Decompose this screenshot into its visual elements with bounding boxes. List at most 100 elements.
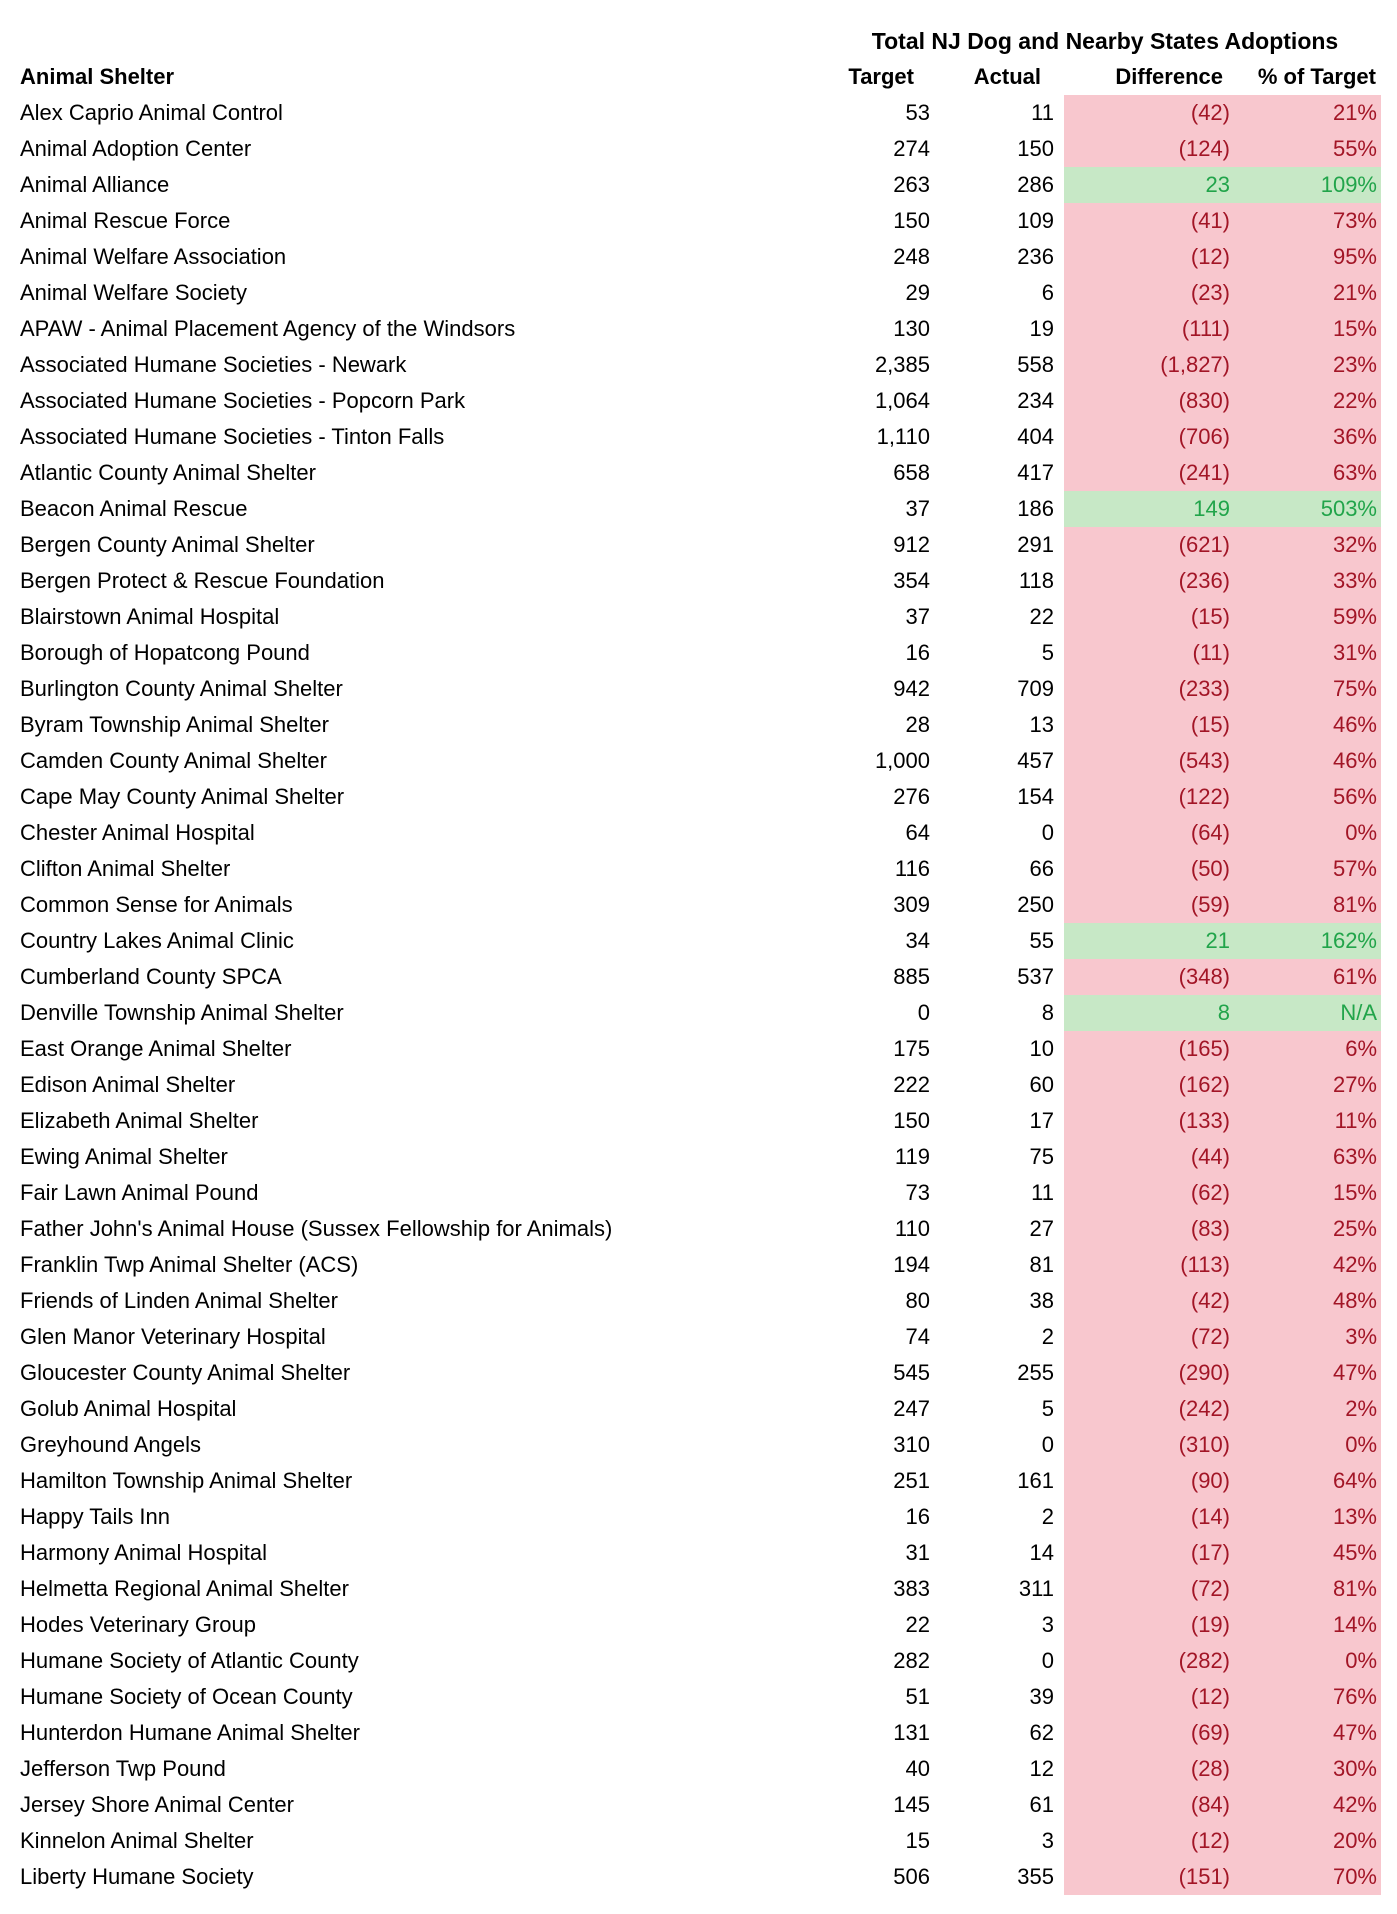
difference-cell: (28) xyxy=(1064,1751,1238,1787)
pct-of-target-cell: 46% xyxy=(1238,743,1381,779)
target-cell: 37 xyxy=(905,604,930,629)
target-cell: 51 xyxy=(905,1684,930,1709)
table-row: Blairstown Animal Hospital 37 22 (15) 59% xyxy=(0,599,1381,635)
target-cell: 80 xyxy=(905,1288,930,1313)
shelter-name-cell: Friends of Linden Animal Shelter xyxy=(20,1288,338,1313)
pct-of-target-cell: 22% xyxy=(1238,383,1381,419)
pct-of-target-cell: N/A xyxy=(1238,995,1381,1031)
target-cell: 885 xyxy=(893,964,930,989)
pct-of-target-cell: 76% xyxy=(1238,1679,1381,1715)
shelter-name-cell: Beacon Animal Rescue xyxy=(20,496,248,521)
shelter-name-cell: Animal Welfare Society xyxy=(20,280,248,305)
shelter-name-cell: Chester Animal Hospital xyxy=(20,820,255,845)
pct-of-target-cell: 162% xyxy=(1238,923,1381,959)
actual-cell: 537 xyxy=(1017,964,1054,989)
column-gap xyxy=(1054,851,1064,887)
column-gap xyxy=(1054,95,1064,131)
pct-of-target-cell: 0% xyxy=(1238,1643,1381,1679)
shelter-name-cell: Associated Humane Societies - Newark xyxy=(20,352,407,377)
table-row: APAW - Animal Placement Agency of the Wi… xyxy=(0,311,1381,347)
difference-cell: (50) xyxy=(1064,851,1238,887)
pct-of-target-cell: 36% xyxy=(1238,419,1381,455)
column-gap xyxy=(1054,563,1064,599)
actual-cell: 62 xyxy=(1029,1720,1054,1745)
table-row: Happy Tails Inn 16 2 (14) 13% xyxy=(0,1499,1381,1535)
shelter-name-cell: Kinnelon Animal Shelter xyxy=(20,1828,254,1853)
actual-cell: 311 xyxy=(1018,1576,1054,1601)
table-row: Greyhound Angels 310 0 (310) 0% xyxy=(0,1427,1381,1463)
table-row: Associated Humane Societies - Popcorn Pa… xyxy=(0,383,1381,419)
actual-cell: 118 xyxy=(1018,568,1054,593)
actual-cell: 14 xyxy=(1029,1540,1054,1565)
actual-cell: 5 xyxy=(1041,640,1054,665)
difference-cell: (830) xyxy=(1064,383,1238,419)
table-row: Chester Animal Hospital 64 0 (64) 0% xyxy=(0,815,1381,851)
difference-cell: (15) xyxy=(1064,599,1238,635)
column-gap xyxy=(1054,815,1064,851)
shelter-name-cell: Franklin Twp Animal Shelter (ACS) xyxy=(20,1252,359,1277)
table-row: East Orange Animal Shelter 175 10 (165) 6% xyxy=(0,1031,1381,1067)
column-gap xyxy=(1054,1823,1064,1859)
pct-of-target-cell: 15% xyxy=(1238,1175,1381,1211)
pct-of-target-cell: 33% xyxy=(1238,563,1381,599)
table-row: Liberty Humane Society 506 355 (151) 70% xyxy=(0,1859,1381,1895)
column-gap xyxy=(1054,671,1064,707)
difference-cell: (543) xyxy=(1064,743,1238,779)
difference-cell: (706) xyxy=(1064,419,1238,455)
pct-of-target-cell: 75% xyxy=(1238,671,1381,707)
difference-cell: (621) xyxy=(1064,527,1238,563)
table-row: Borough of Hopatcong Pound 16 5 (11) 31% xyxy=(0,635,1381,671)
table-row: Ewing Animal Shelter 119 75 (44) 63% xyxy=(0,1139,1381,1175)
actual-cell: 11 xyxy=(1031,100,1054,125)
header-target: Target xyxy=(848,64,914,89)
shelter-name-cell: Harmony Animal Hospital xyxy=(20,1540,267,1565)
difference-cell: (290) xyxy=(1064,1355,1238,1391)
actual-cell: 39 xyxy=(1029,1684,1054,1709)
target-cell: 276 xyxy=(893,784,930,809)
pct-of-target-cell: 59% xyxy=(1238,599,1381,635)
target-cell: 130 xyxy=(893,316,930,341)
table-row: Hamilton Township Animal Shelter 251 161 (9… xyxy=(0,1463,1381,1499)
shelter-name-cell: Hunterdon Humane Animal Shelter xyxy=(20,1720,360,1745)
shelter-name-cell: Happy Tails Inn xyxy=(20,1504,171,1529)
actual-cell: 5 xyxy=(1041,1396,1054,1421)
shelter-name-cell: Denville Township Animal Shelter xyxy=(20,1000,344,1025)
column-gap xyxy=(1054,1427,1064,1463)
pct-of-target-cell: 21% xyxy=(1238,275,1381,311)
target-cell: 29 xyxy=(905,280,930,305)
pct-of-target-cell: 63% xyxy=(1238,1139,1381,1175)
target-cell: 1,064 xyxy=(874,388,930,413)
actual-cell: 0 xyxy=(1041,1648,1054,1673)
target-cell: 383 xyxy=(893,1576,930,1601)
column-gap xyxy=(1054,1787,1064,1823)
target-cell: 22 xyxy=(905,1612,930,1637)
column-gap xyxy=(1054,455,1064,491)
pct-of-target-cell: 56% xyxy=(1238,779,1381,815)
column-gap xyxy=(1054,1031,1064,1067)
column-gap xyxy=(1054,1283,1064,1319)
shelter-table-body: Alex Caprio Animal Control 53 11 (42) 21% Ani… xyxy=(0,95,1381,1895)
actual-cell: 12 xyxy=(1029,1756,1054,1781)
difference-cell: (83) xyxy=(1064,1211,1238,1247)
actual-cell: 17 xyxy=(1029,1108,1054,1133)
pct-of-target-cell: 73% xyxy=(1238,203,1381,239)
shelter-name-cell: Animal Alliance xyxy=(20,172,170,197)
pct-of-target-cell: 45% xyxy=(1238,1535,1381,1571)
header-difference: Difference xyxy=(1115,64,1223,89)
table-row: Jefferson Twp Pound 40 12 (28) 30% xyxy=(0,1751,1381,1787)
pct-of-target-cell: 2% xyxy=(1238,1391,1381,1427)
pct-of-target-cell: 0% xyxy=(1238,1427,1381,1463)
difference-cell: (42) xyxy=(1064,1283,1238,1319)
shelter-name-cell: Glen Manor Veterinary Hospital xyxy=(20,1324,326,1349)
target-cell: 194 xyxy=(893,1252,930,1277)
column-gap xyxy=(1054,1535,1064,1571)
difference-cell: (19) xyxy=(1064,1607,1238,1643)
column-gap xyxy=(1054,1607,1064,1643)
column-gap xyxy=(1054,1067,1064,1103)
column-gap xyxy=(1054,1751,1064,1787)
pct-of-target-cell: 63% xyxy=(1238,455,1381,491)
column-gap xyxy=(1054,887,1064,923)
target-cell: 282 xyxy=(893,1648,930,1673)
shelter-name-cell: Country Lakes Animal Clinic xyxy=(20,928,294,953)
shelter-name-cell: Cape May County Animal Shelter xyxy=(20,784,345,809)
